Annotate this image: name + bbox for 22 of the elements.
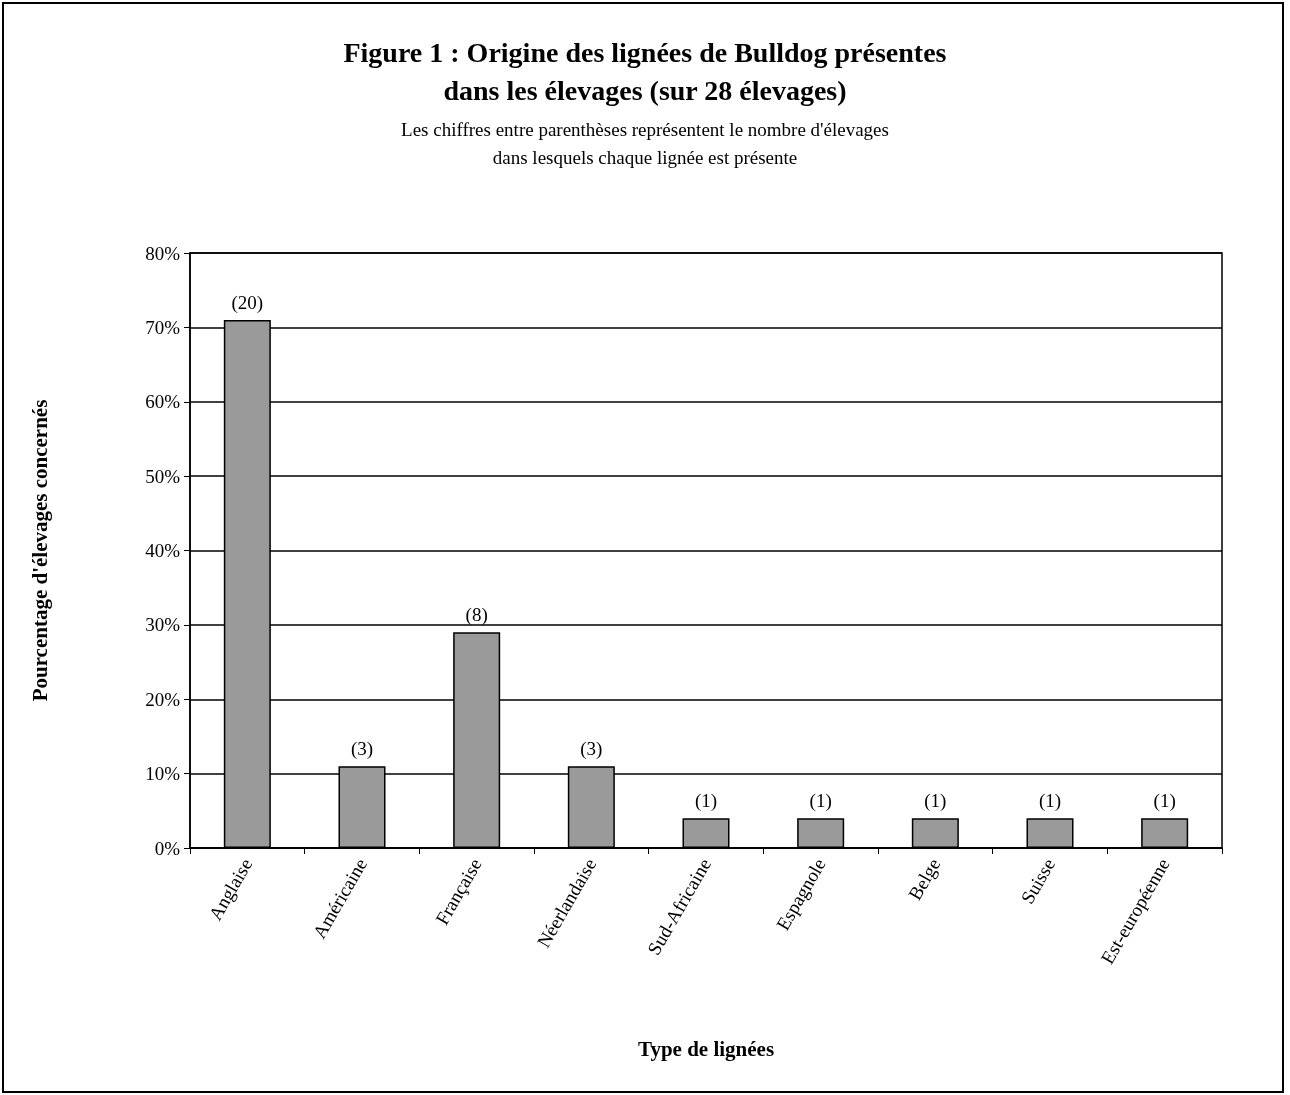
y-tick-label: 0%: [154, 837, 181, 859]
y-tick-label: 30%: [145, 614, 181, 636]
chart-subtitle: Les chiffres entre parenthèses représentent le nombre d'élevages dans lesquels chaque lignée est présente: [401, 118, 889, 168]
annotation: (3): [580, 738, 603, 761]
chart-title: Figure 1 : Origine des lignées de Bulldog présentes dans les élevages (sur 28 élevages): [343, 36, 947, 106]
annotation: (1): [924, 790, 947, 813]
y-tick-label: 70%: [145, 316, 181, 338]
annotation: (3): [350, 738, 374, 761]
annotation: (1): [1038, 790, 1062, 813]
y-axis-title: Pourcentage d'élevages concernés: [27, 399, 52, 702]
annotation: (20): [231, 291, 264, 314]
annotation: (1): [694, 790, 718, 813]
annotation: (8): [465, 604, 488, 627]
y-tick-label: 60%: [145, 391, 181, 413]
y-tick-label: 50%: [145, 465, 181, 487]
annotation: (1): [1153, 790, 1176, 813]
annotation: (1): [809, 790, 832, 813]
x-axis-title: Type de lignées: [637, 1036, 775, 1061]
y-tick-label: 10%: [145, 763, 181, 785]
y-tick-label: 40%: [145, 540, 181, 561]
y-tick-label: 20%: [145, 688, 181, 710]
y-tick-label: 80%: [145, 242, 181, 264]
